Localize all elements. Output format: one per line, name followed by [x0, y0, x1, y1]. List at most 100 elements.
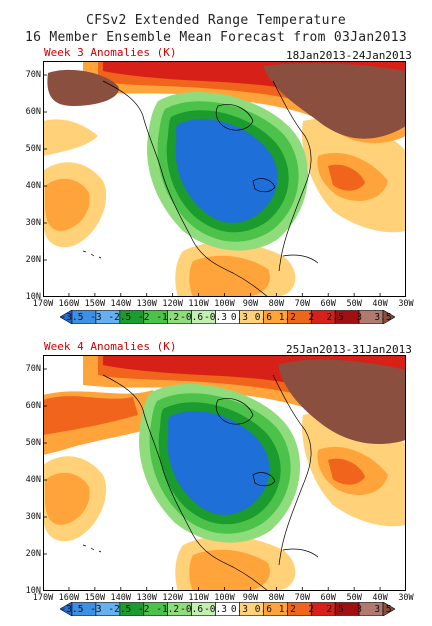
longitude-label: 70W	[294, 299, 310, 309]
hudson-bay	[215, 398, 254, 425]
latitude-label: 50N	[25, 438, 41, 448]
latitude-label: 40N	[25, 475, 41, 485]
week4-anomaly-map	[43, 355, 406, 591]
figure-title: CFSv2 Extended Range Temperature	[85, 13, 347, 28]
latitude-label: 60N	[25, 401, 41, 411]
longitude-label: 40W	[372, 593, 388, 603]
longitude-label: 50W	[346, 593, 362, 603]
figure-subtitle: 16 Member Ensemble Mean Forecast from 03…	[25, 30, 407, 45]
colorbar-label: 2	[308, 312, 315, 323]
north-pacific-warm-core	[43, 396, 138, 435]
atlantic-warm-peak	[328, 458, 365, 485]
colorbar-label: -2.5	[108, 312, 132, 323]
latitude-label: 70N	[25, 364, 41, 374]
longitude-label: 120W	[162, 299, 183, 309]
greenland-max-area	[263, 63, 406, 139]
colorbar-label: 2	[308, 604, 315, 615]
atlantic-warm-peak	[328, 164, 365, 191]
longitude-label: 150W	[84, 593, 106, 603]
hawaii	[82, 544, 102, 553]
colorbar-label: 3.5	[374, 312, 392, 323]
east-coast	[272, 80, 312, 272]
week4-panel-dates: 25Jan2013-31Jan2013	[286, 343, 412, 356]
colorbar-max-arrow	[382, 310, 395, 324]
longitude-label: 90W	[242, 299, 259, 309]
week3-panel-title: Week 3 Anomalies (K)	[44, 46, 177, 59]
cold-core	[175, 119, 278, 223]
colorbar-label: -0.6	[180, 312, 204, 323]
longitude-label: 60W	[320, 299, 336, 309]
week3-colorbar	[60, 310, 395, 324]
north-america-coast	[102, 80, 269, 297]
longitude-label: 50W	[346, 299, 362, 309]
week3-panel-dates: 18Jan2013-24Jan2013	[286, 49, 412, 62]
colorbar-label: -1.2	[156, 604, 180, 615]
week3-anomaly-map	[43, 61, 406, 297]
mexico-warm-core	[189, 255, 271, 297]
colorbar-label: 2.5	[326, 604, 344, 615]
colorbar-label: -3	[90, 312, 102, 323]
longitude-label: 80W	[268, 593, 285, 603]
longitude-label: 30W	[398, 299, 414, 309]
longitude-label: 140W	[110, 299, 132, 309]
colorbar-label: -2	[138, 312, 150, 323]
colorbar-label: 0.6	[254, 312, 272, 323]
colorbar-label: 3.5	[374, 604, 392, 615]
longitude-label: 130W	[136, 593, 157, 603]
longitude-label: 140W	[110, 593, 132, 603]
latitude-label: 70N	[25, 70, 41, 80]
latitude-label: 30N	[25, 512, 41, 522]
longitude-label: 40W	[372, 299, 388, 309]
colorbar-label: 2.5	[326, 312, 344, 323]
great-lakes	[252, 472, 276, 487]
great-lakes	[252, 178, 276, 193]
colorbar-label: -3.5	[60, 312, 84, 323]
longitude-label: 160W	[58, 299, 80, 309]
longitude-label: 90W	[242, 593, 259, 603]
cold-core	[167, 411, 270, 515]
colorbar-label: 0.3	[230, 604, 249, 615]
longitude-label: 60W	[320, 593, 336, 603]
north-pacific-warm	[43, 119, 98, 156]
colorbar-label: -2	[138, 604, 150, 615]
colorbar-label: 3	[356, 312, 362, 323]
latitude-label: 10N	[25, 586, 41, 596]
latitude-label: 60N	[25, 107, 41, 117]
latitude-label: 20N	[25, 549, 41, 559]
longitude-label: 160W	[58, 593, 80, 603]
east-coast	[272, 374, 312, 566]
week4-panel-title: Week 4 Anomalies (K)	[44, 340, 177, 353]
latitude-label: 40N	[25, 181, 41, 191]
alaska-max-area	[47, 69, 119, 106]
colorbar-label: 0.6	[254, 604, 272, 615]
longitude-label: 110W	[188, 593, 209, 603]
longitude-label: 130W	[136, 299, 157, 309]
colorbar-label: -2.5	[108, 604, 132, 615]
longitude-label: 30W	[398, 593, 414, 603]
cuba	[282, 548, 319, 558]
colorbar-label: -0.3	[204, 604, 227, 615]
longitude-label: 170W	[32, 593, 54, 603]
colorbar-label: -3.5	[60, 604, 84, 615]
colorbar-label: 3	[356, 604, 362, 615]
north-america-coast	[102, 374, 269, 591]
longitude-label: 150W	[84, 299, 106, 309]
week4-colorbar	[60, 602, 395, 616]
hudson-bay	[215, 104, 254, 131]
colorbar-max-arrow	[382, 602, 395, 616]
latitude-label: 20N	[25, 255, 41, 265]
colorbar-label: -1.2	[156, 312, 180, 323]
longitude-label: 170W	[32, 299, 54, 309]
mexico-warm-core	[189, 549, 271, 591]
pacific-warm-core	[45, 472, 90, 525]
longitude-label: 70W	[294, 593, 310, 603]
longitude-label: 120W	[162, 593, 183, 603]
longitude-label: 100W	[214, 299, 235, 309]
latitude-label: 10N	[25, 292, 41, 302]
hawaii	[82, 250, 102, 259]
latitude-label: 30N	[25, 218, 41, 228]
pacific-warm-core	[45, 178, 90, 231]
greenland-max-area	[278, 359, 406, 445]
colorbar-label: 0.3	[230, 312, 249, 323]
colorbar-label: -3	[90, 604, 102, 615]
